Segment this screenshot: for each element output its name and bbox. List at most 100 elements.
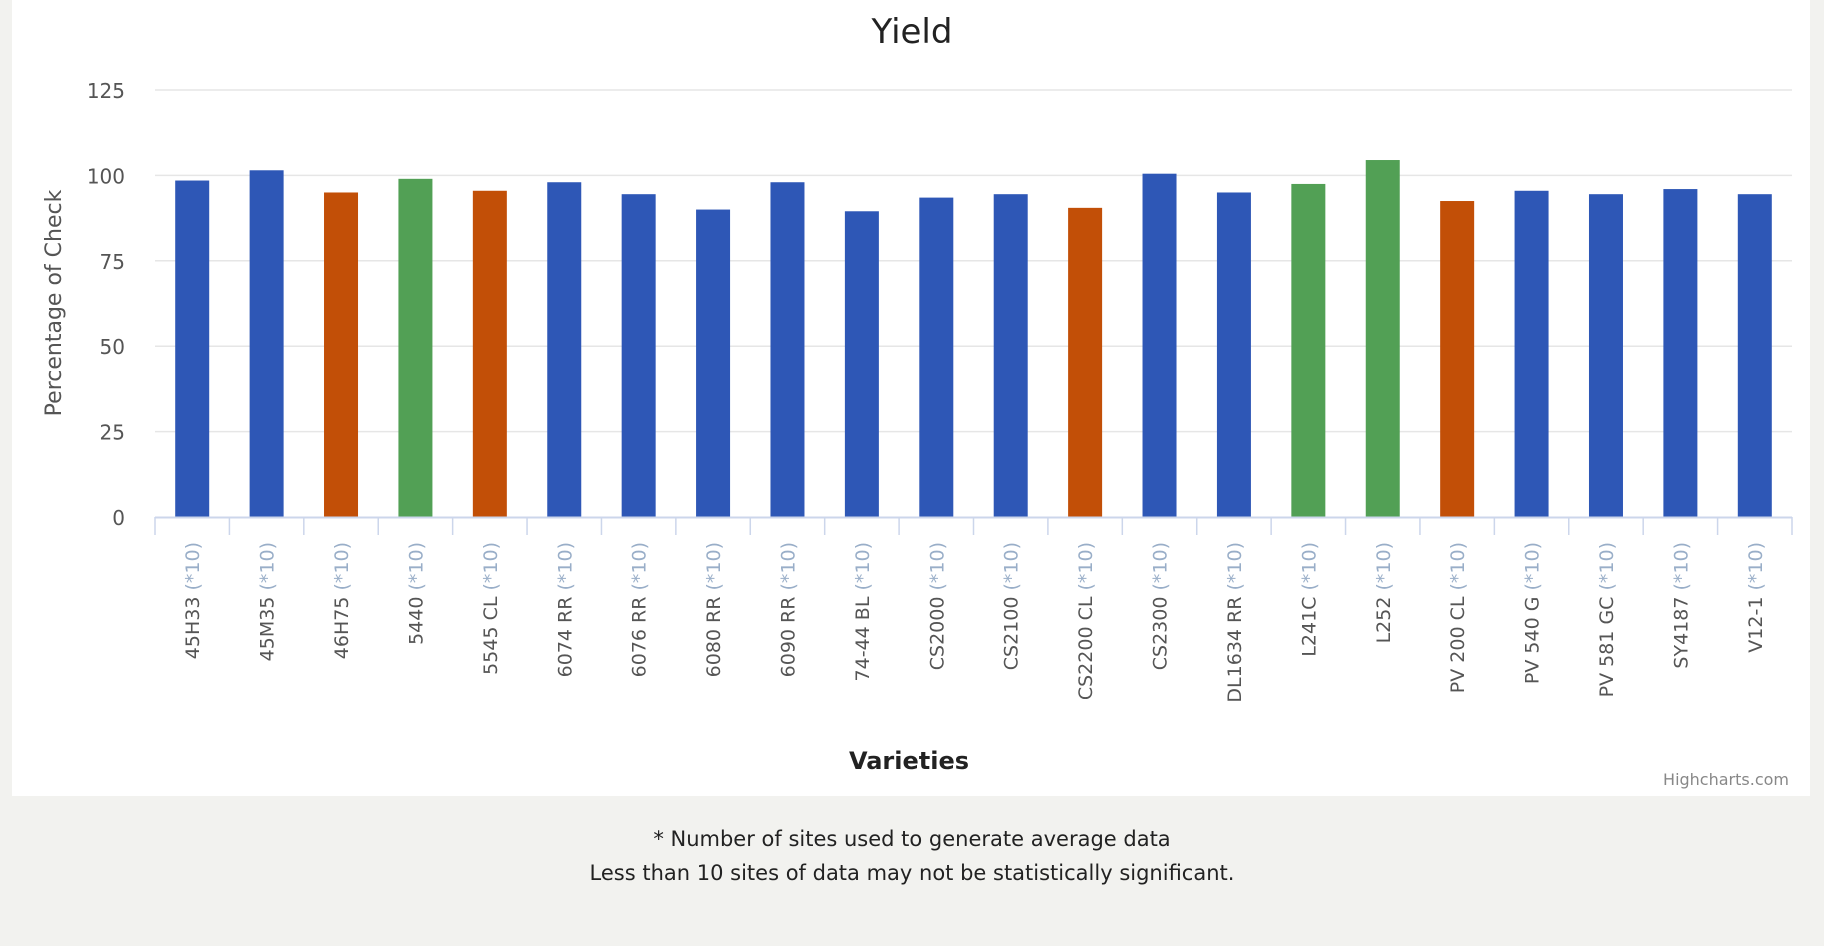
y-tick-label: 75 — [100, 250, 125, 274]
site-count: (*10) — [703, 542, 725, 591]
variety-name: PV 200 CL — [1447, 591, 1469, 694]
bar[interactable] — [324, 192, 359, 518]
bar[interactable] — [919, 197, 954, 517]
site-count: (*10) — [1596, 542, 1618, 591]
footnote: * Number of sites used to generate avera… — [0, 822, 1824, 890]
variety-name: SY4187 — [1670, 591, 1692, 669]
chart-title: Yield — [871, 12, 953, 52]
chart-panel — [12, 0, 1810, 796]
bar[interactable] — [1365, 160, 1400, 517]
bar[interactable] — [621, 194, 656, 518]
x-tick-label: 45H33 (*10) — [182, 542, 204, 659]
bar[interactable] — [249, 170, 284, 517]
x-tick-label: CS2300 (*10) — [1150, 542, 1172, 670]
bar[interactable] — [993, 194, 1028, 518]
bar[interactable] — [547, 182, 582, 517]
variety-name: 74-44 BL — [852, 591, 874, 682]
bar[interactable] — [844, 211, 879, 517]
x-tick-label: 5545 CL (*10) — [480, 542, 502, 675]
x-tick-label: 6074 RR (*10) — [554, 542, 576, 677]
x-tick-label: DL1634 RR (*10) — [1224, 542, 1246, 703]
x-tick-label: PV 581 GC (*10) — [1596, 542, 1618, 697]
variety-name: 5440 — [405, 591, 427, 645]
site-count: (*10) — [926, 542, 948, 591]
variety-name: DL1634 RR — [1224, 591, 1246, 703]
x-tick-label: CS2000 (*10) — [926, 542, 948, 670]
site-count: (*10) — [852, 542, 874, 591]
x-tick-label: PV 540 G (*10) — [1522, 542, 1544, 684]
y-tick-label: 125 — [87, 79, 125, 103]
x-tick-label: 46H75 (*10) — [331, 542, 353, 659]
x-tick-label: 5440 (*10) — [405, 542, 427, 645]
variety-name: L252 — [1373, 591, 1395, 644]
x-tick-label: 6080 RR (*10) — [703, 542, 725, 677]
y-tick-label: 0 — [112, 506, 125, 530]
x-tick-label: 6076 RR (*10) — [629, 542, 651, 677]
x-tick-label: V12-1 (*10) — [1745, 542, 1767, 653]
x-tick-label: 45M35 (*10) — [257, 542, 279, 661]
site-count: (*10) — [331, 542, 353, 591]
variety-name: 45M35 — [257, 591, 279, 662]
bar[interactable] — [696, 209, 731, 517]
variety-name: CS2100 — [1001, 591, 1023, 671]
bar[interactable] — [1440, 201, 1475, 517]
variety-name: L241C — [1298, 591, 1320, 657]
variety-name: 6090 RR — [777, 591, 799, 678]
x-tick-label: L241C (*10) — [1298, 542, 1320, 657]
y-tick-label: 100 — [87, 164, 125, 188]
site-count: (*10) — [1001, 542, 1023, 591]
variety-name: CS2300 — [1150, 591, 1172, 671]
site-count: (*10) — [1522, 542, 1544, 591]
variety-name: 6074 RR — [554, 591, 576, 678]
y-axis-ticks: 0 25 50 75 100 125 — [87, 79, 125, 530]
variety-name: PV 540 G — [1522, 591, 1544, 685]
y-tick-label: 50 — [100, 335, 125, 359]
variety-name: PV 581 GC — [1596, 591, 1618, 698]
site-count: (*10) — [1670, 542, 1692, 591]
site-count: (*10) — [629, 542, 651, 591]
x-tick-label: PV 200 CL (*10) — [1447, 542, 1469, 693]
bar[interactable] — [1068, 207, 1103, 518]
bar[interactable] — [1663, 189, 1698, 517]
site-count: (*10) — [1298, 542, 1320, 591]
site-count: (*10) — [182, 542, 204, 591]
x-tick-label: CS2200 CL (*10) — [1075, 542, 1097, 700]
site-count: (*10) — [1075, 542, 1097, 591]
bar[interactable] — [1216, 192, 1251, 518]
x-tick-label: 6090 RR (*10) — [777, 542, 799, 677]
site-count: (*10) — [405, 542, 427, 591]
bar[interactable] — [175, 180, 210, 518]
bar[interactable] — [1588, 194, 1623, 518]
footnote-line-1: * Number of sites used to generate avera… — [653, 827, 1171, 851]
x-tick-label: L252 (*10) — [1373, 542, 1395, 643]
x-tick-labels: 45H33 (*10)45M35 (*10)46H75 (*10)5440 (*… — [182, 542, 1767, 703]
variety-name: CS2000 — [926, 591, 948, 671]
variety-name: V12-1 — [1745, 591, 1767, 653]
variety-name: 46H75 — [331, 591, 353, 660]
bar[interactable] — [1737, 194, 1772, 518]
highcharts-credits-link[interactable]: Highcharts.com — [1663, 770, 1789, 789]
variety-name: 6080 RR — [703, 591, 725, 678]
x-tick-label: SY4187 (*10) — [1670, 542, 1692, 669]
x-tick-label: CS2100 (*10) — [1001, 542, 1023, 670]
x-axis — [154, 516, 1793, 535]
bar[interactable] — [1514, 190, 1549, 517]
variety-name: 5545 CL — [480, 591, 502, 675]
bar[interactable] — [770, 182, 805, 517]
x-tick-label: 74-44 BL (*10) — [852, 542, 874, 681]
site-count: (*10) — [257, 542, 279, 591]
y-axis-title: Percentage of Check — [42, 189, 67, 416]
variety-name: 45H33 — [182, 591, 204, 660]
bar[interactable] — [1291, 183, 1326, 517]
footnote-line-2: Less than 10 sites of data may not be st… — [589, 861, 1235, 885]
bars — [175, 160, 1772, 518]
bar[interactable] — [472, 190, 507, 517]
y-tick-label: 25 — [100, 421, 125, 445]
x-axis-title: Varieties — [849, 747, 969, 775]
bar[interactable] — [398, 178, 433, 518]
variety-name: 6076 RR — [629, 591, 651, 678]
site-count: (*10) — [480, 542, 502, 591]
bar[interactable] — [1142, 173, 1177, 517]
site-count: (*10) — [1745, 542, 1767, 591]
